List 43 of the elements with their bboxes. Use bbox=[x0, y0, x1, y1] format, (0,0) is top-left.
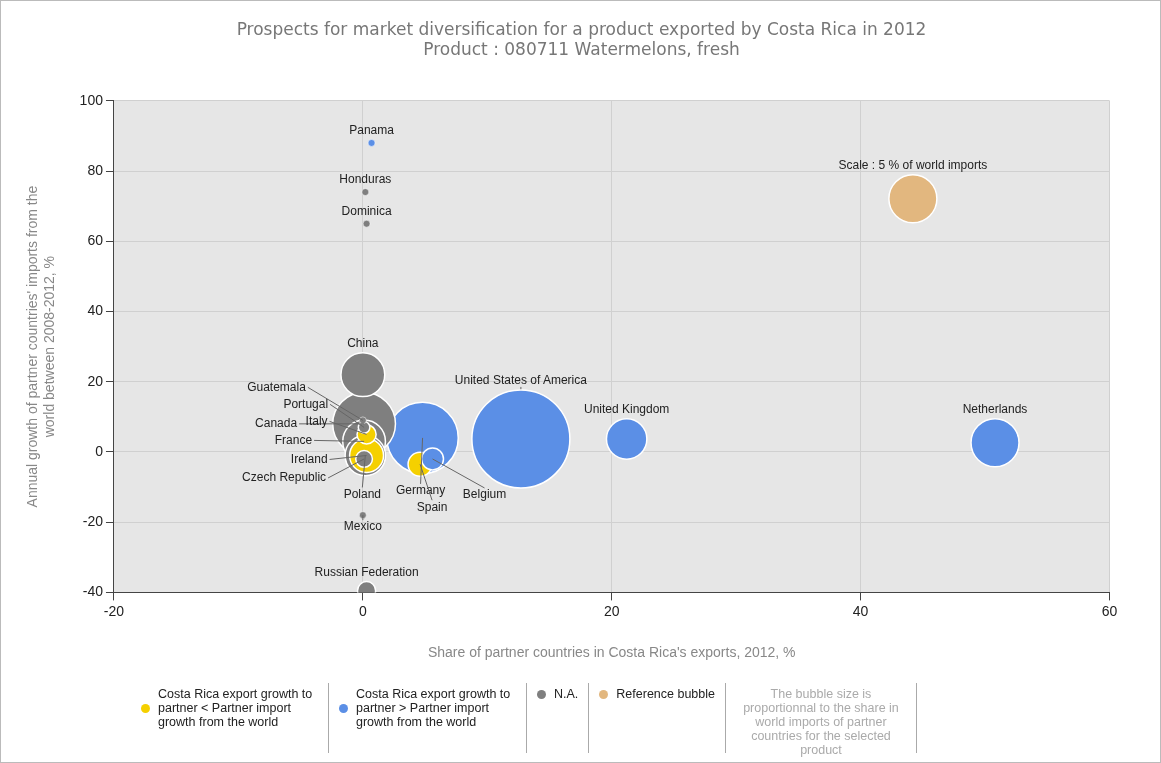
y-tick-label: 0 bbox=[95, 442, 104, 459]
y-axis-title: Annual growth of partner countries' imports from the world between 2008-2012, % bbox=[24, 185, 58, 508]
x-tick-label: 40 bbox=[852, 602, 869, 619]
annotation: Guatemala bbox=[247, 379, 307, 394]
annotation: Honduras bbox=[339, 171, 392, 186]
annotation: Russian Federation bbox=[314, 564, 419, 579]
x-tick-label: 0 bbox=[358, 602, 367, 619]
legend-label: Costa Rica export growth to partner < Partner import growth from the world bbox=[158, 687, 314, 729]
y-tick-label: -40 bbox=[82, 583, 104, 600]
annotation: Italy bbox=[305, 413, 328, 428]
annotation: Mexico bbox=[343, 519, 383, 534]
x-tick-label: 60 bbox=[1101, 602, 1118, 619]
annotation: United States of America bbox=[454, 373, 588, 388]
legend-label: N.A. bbox=[554, 687, 579, 701]
legend-label: Costa Rica export growth to partner > Partner import growth from the world bbox=[356, 687, 512, 729]
annotation: Czech Republic bbox=[242, 470, 327, 485]
y-tick-label: 80 bbox=[87, 161, 104, 178]
annotation: Portugal bbox=[283, 396, 329, 411]
annotation: Ireland bbox=[290, 451, 328, 466]
annotation: Germany bbox=[395, 483, 446, 498]
annotation: Panama bbox=[349, 122, 395, 137]
annotation: Dominica bbox=[341, 203, 392, 218]
y-tick-label: -20 bbox=[82, 513, 104, 530]
x-axis-title: Share of partner countries in Costa Rica's exports, 2012, % bbox=[427, 644, 796, 661]
annotation: Netherlands bbox=[962, 402, 1028, 417]
x-tick-label: 20 bbox=[603, 602, 620, 619]
annotation: Scale : 5 % of world imports bbox=[838, 158, 988, 173]
annotation: France bbox=[274, 432, 313, 447]
y-tick-label: 100 bbox=[79, 91, 104, 108]
annotation: Canada bbox=[255, 416, 298, 431]
y-tick-label: 60 bbox=[87, 232, 104, 249]
annotation: Belgium bbox=[462, 487, 507, 502]
text: The bubble size is proportionnal to the share in world imports of partner countries for the selected product bbox=[742, 686, 900, 757]
y-tick-label: 40 bbox=[87, 302, 104, 319]
annotation: Poland bbox=[343, 486, 382, 501]
chart-title: Prospects for market diversification for a product exported by Costa Rica in 2012 bbox=[236, 18, 927, 39]
y-tick-label: 20 bbox=[87, 372, 104, 389]
legend-label: Reference bubble bbox=[616, 687, 715, 701]
x-tick-label: -20 bbox=[103, 602, 125, 619]
annotation: Spain bbox=[416, 499, 448, 514]
annotation: China bbox=[347, 336, 379, 351]
annotation: United Kingdom bbox=[583, 402, 670, 417]
chart-subtitle: Product : 080711 Watermelons, fresh bbox=[423, 39, 740, 60]
